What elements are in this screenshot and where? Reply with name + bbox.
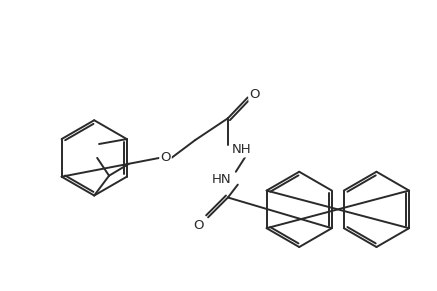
Text: O: O	[160, 151, 171, 164]
Text: HN: HN	[212, 173, 232, 186]
Text: O: O	[250, 88, 260, 101]
Text: NH: NH	[232, 143, 252, 157]
Text: O: O	[193, 219, 204, 232]
